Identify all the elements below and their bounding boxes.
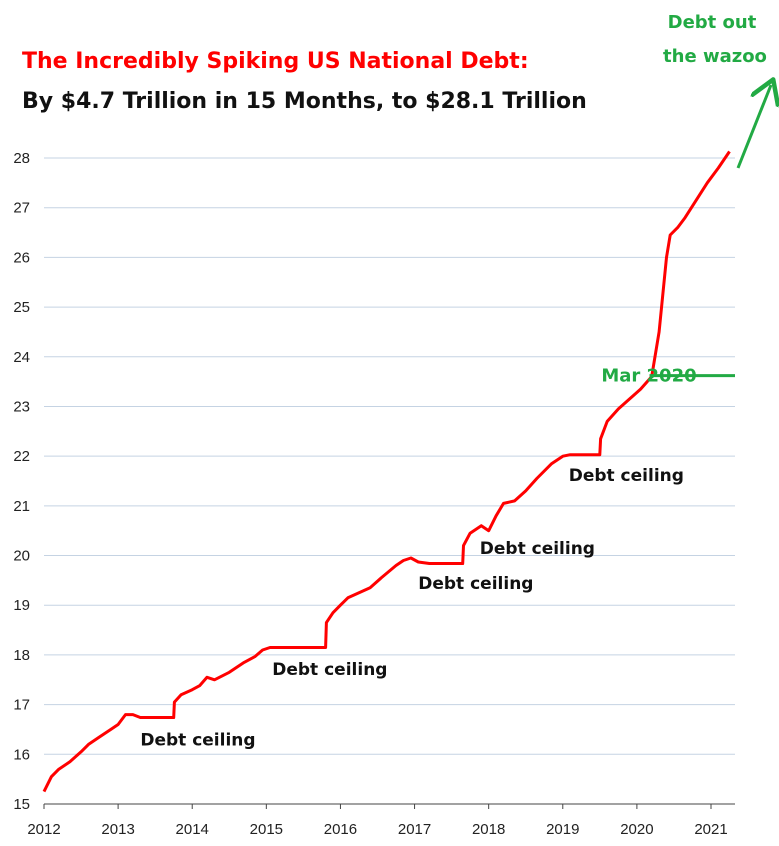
annotation-mar-2020: Mar 2020 bbox=[601, 366, 696, 387]
x-tick-label: 2018 bbox=[472, 821, 505, 838]
x-axis-ticks: 2012 2013 2014 2015 2016 2017 2018 2019 2020 2021 bbox=[27, 804, 728, 838]
annotation-debt-ceiling: Debt ceiling bbox=[140, 730, 255, 750]
annotation-debt-ceiling: Debt ceiling bbox=[272, 660, 387, 680]
y-tick-label: 21 bbox=[13, 498, 30, 515]
y-tick-label: 20 bbox=[13, 548, 30, 565]
annotation-debt-ceiling: Debt ceiling bbox=[480, 539, 595, 559]
chart-subtitle: By $4.7 Trillion in 15 Months, to $28.1 … bbox=[22, 89, 587, 114]
x-tick-label: 2014 bbox=[176, 821, 209, 838]
x-tick-label: 2013 bbox=[101, 821, 134, 838]
x-tick-label: 2020 bbox=[620, 821, 653, 838]
x-tick-label: 2019 bbox=[546, 821, 579, 838]
y-tick-label: 17 bbox=[13, 697, 30, 714]
callout-arrow bbox=[736, 85, 771, 169]
chart-title: The Incredibly Spiking US National Debt: bbox=[22, 49, 529, 74]
x-tick-label: 2021 bbox=[694, 821, 727, 838]
y-tick-label: 16 bbox=[13, 746, 30, 763]
y-tick-label: 23 bbox=[13, 398, 30, 415]
series-layer bbox=[42, 150, 735, 793]
series-line-national-debt bbox=[42, 150, 731, 793]
y-tick-label: 25 bbox=[13, 299, 30, 316]
callout-line-1: Debt out bbox=[668, 12, 757, 33]
y-axis-ticks: 15 16 17 18 19 20 21 22 23 24 25 26 27 28 bbox=[13, 150, 30, 813]
y-tick-label: 19 bbox=[13, 597, 30, 614]
x-tick-label: 2017 bbox=[398, 821, 431, 838]
y-tick-label: 26 bbox=[13, 249, 30, 266]
y-tick-label: 18 bbox=[13, 647, 30, 664]
x-tick-label: 2012 bbox=[27, 821, 60, 838]
y-tick-label: 27 bbox=[13, 200, 30, 217]
y-tick-label: 15 bbox=[13, 796, 30, 813]
y-tick-label: 22 bbox=[13, 448, 30, 465]
callout-line-2: the wazoo bbox=[663, 46, 767, 67]
grid-lines bbox=[44, 157, 735, 755]
annotation-debt-ceiling: Debt ceiling bbox=[418, 574, 533, 594]
y-tick-label: 28 bbox=[13, 150, 30, 167]
y-tick-label: 24 bbox=[13, 349, 30, 366]
annotation-debt-ceiling: Debt ceiling bbox=[569, 466, 684, 486]
x-tick-label: 2015 bbox=[250, 821, 283, 838]
x-tick-label: 2016 bbox=[324, 821, 357, 838]
annotations: Debt ceiling Debt ceiling Debt ceiling Debt… bbox=[140, 366, 696, 751]
